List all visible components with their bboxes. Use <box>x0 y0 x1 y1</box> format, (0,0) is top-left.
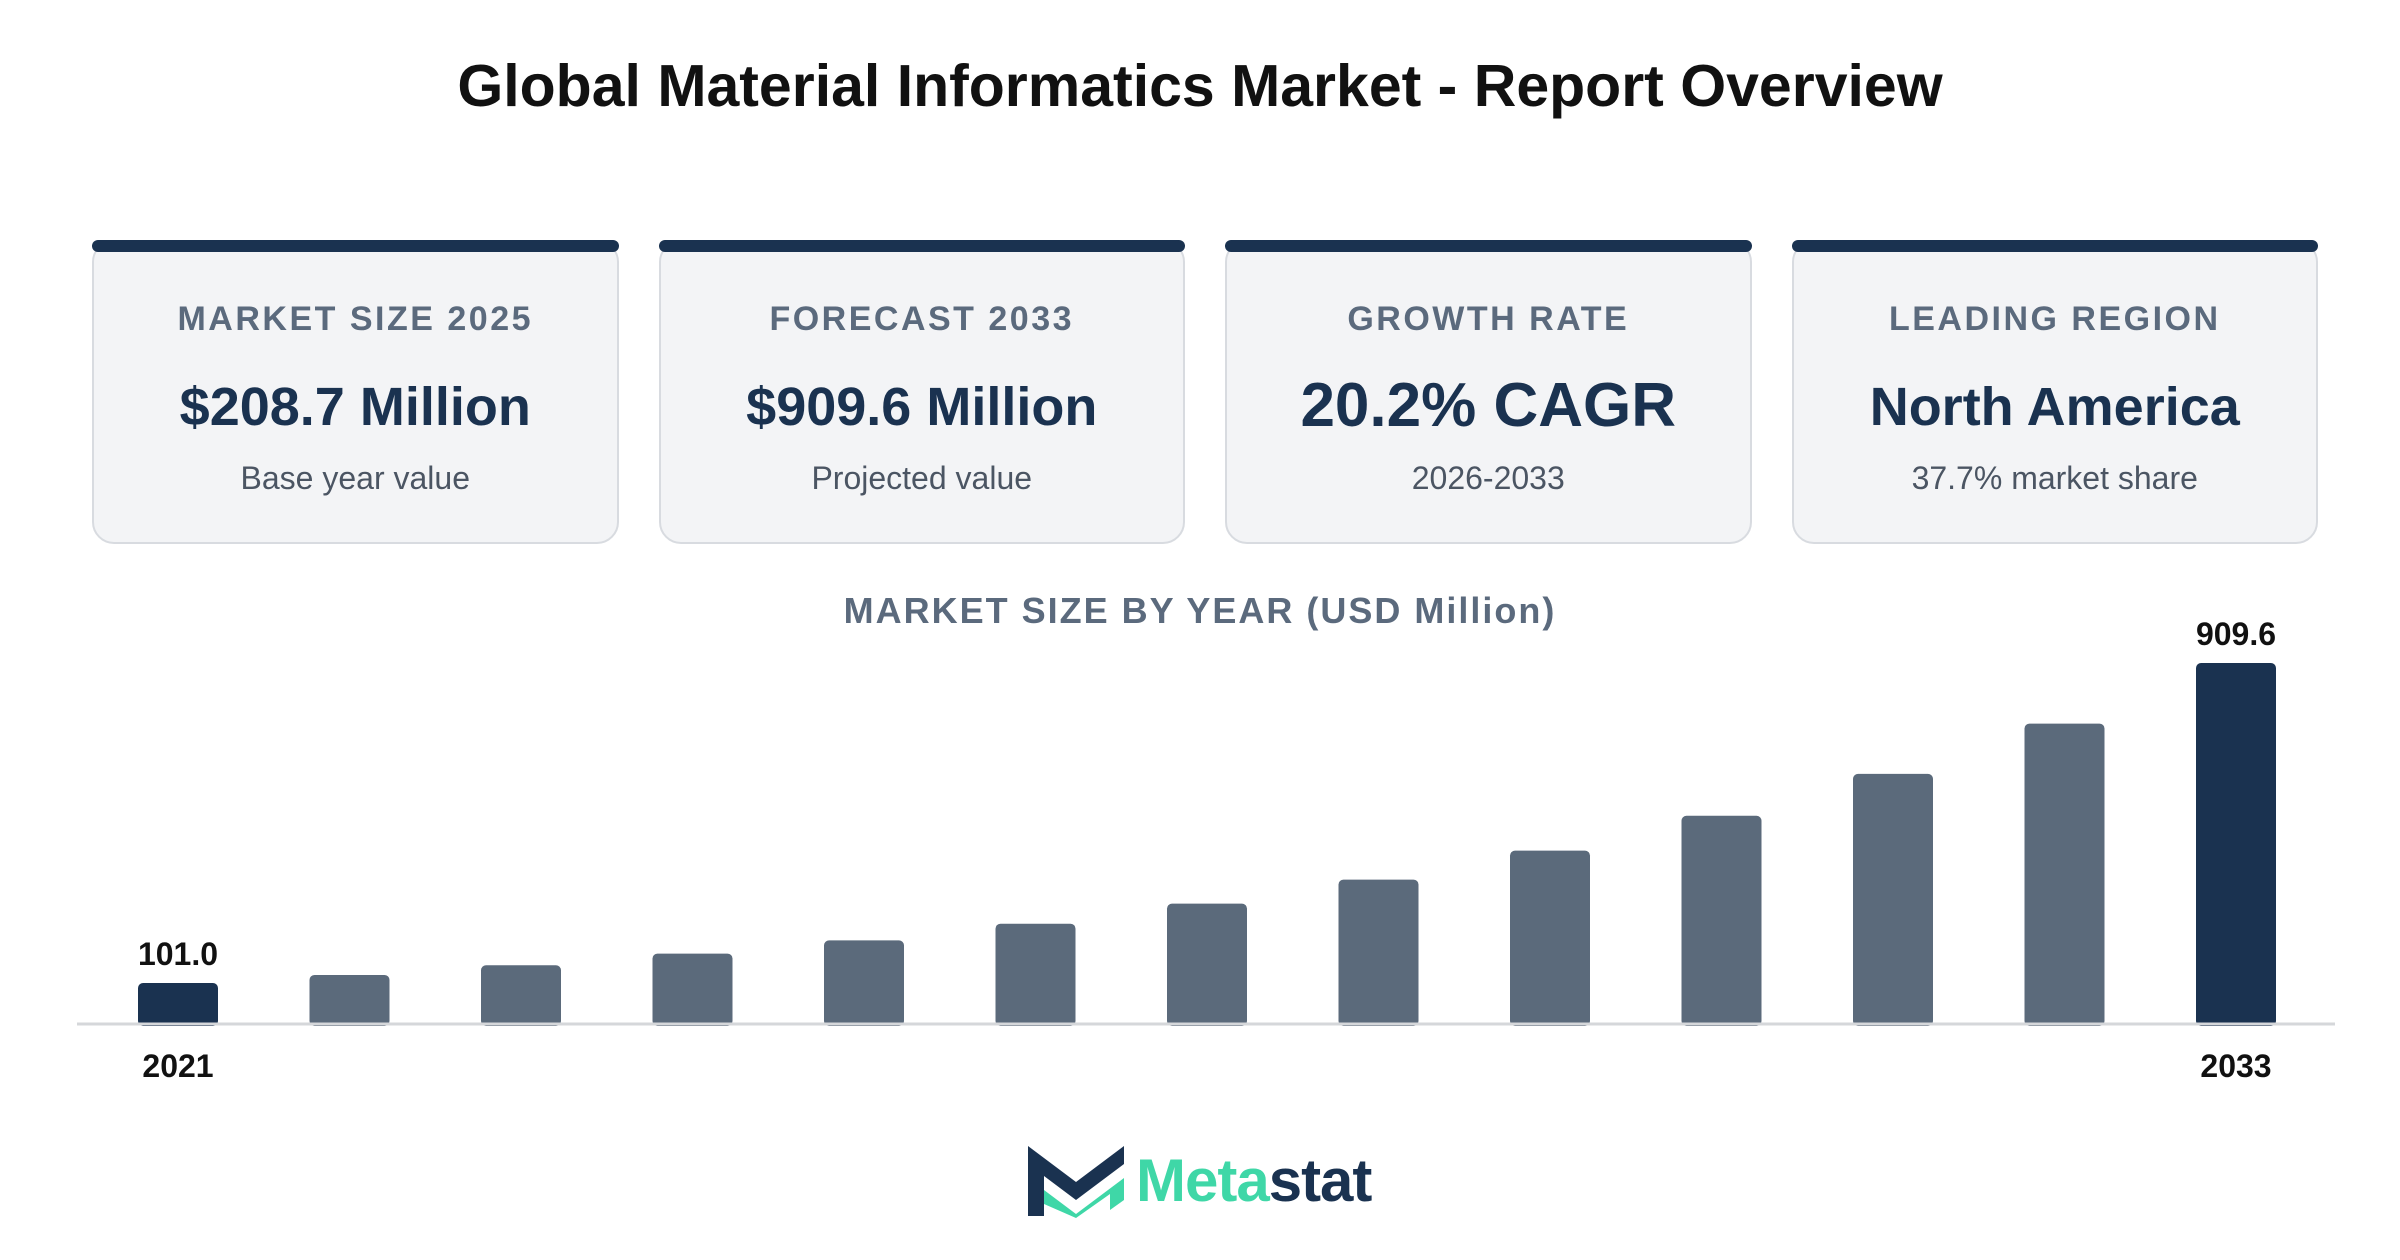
logo-text-meta: Meta <box>1136 1146 1270 1214</box>
stat-cards: MARKET SIZE 2025 $208.7 Million Base yea… <box>92 240 2318 544</box>
card-value: $909.6 Million <box>746 377 1098 437</box>
bar-2026 <box>995 923 1076 1026</box>
stat-card-forecast: FORECAST 2033 $909.6 Million Projected v… <box>658 240 1185 544</box>
card-value: North America <box>1869 377 2240 437</box>
card-value: $208.7 Million <box>179 377 531 437</box>
card-label: GROWTH RATE <box>1347 300 1630 338</box>
bar-2024 <box>652 953 733 1026</box>
x-tick-label: 2021 <box>142 1048 213 1084</box>
card-label: LEADING REGION <box>1888 300 2221 338</box>
card-label: FORECAST 2033 <box>769 300 1075 338</box>
bar-value-label: 101.0 <box>138 936 218 972</box>
card-accent-bar <box>92 240 619 252</box>
stat-card-market-size: MARKET SIZE 2025 $208.7 Million Base yea… <box>92 240 619 544</box>
card-label: MARKET SIZE 2025 <box>177 300 534 338</box>
logo-wordmark: Metastat <box>1136 1146 1373 1215</box>
card-subtext: 37.7% market share <box>1911 460 2198 496</box>
bar-2022 <box>309 974 390 1026</box>
bar-value-label: 909.6 <box>2196 616 2276 652</box>
metastat-logo: Metastat <box>1026 1140 1373 1220</box>
bar-2027 <box>1167 903 1247 1026</box>
logo-text-stat: stat <box>1268 1146 1373 1214</box>
bar-2025 <box>824 940 904 1026</box>
x-tick-label: 2033 <box>2200 1048 2271 1084</box>
bar-2032 <box>2024 723 2105 1026</box>
bar-2028 <box>1338 879 1419 1026</box>
bar-2031 <box>1853 773 1933 1026</box>
stat-card-leading-region: LEADING REGION North America 37.7% marke… <box>1791 240 2318 544</box>
card-accent-bar <box>1791 240 2318 252</box>
metastat-m-logo-icon <box>1028 1146 1124 1218</box>
card-subtext: Base year value <box>240 460 470 496</box>
stat-card-growth-rate: GROWTH RATE 20.2% CAGR 2026-2033 <box>1225 240 1752 544</box>
bar-2023 <box>481 965 561 1026</box>
card-accent-bar <box>658 240 1185 252</box>
bar-2029 <box>1510 850 1590 1026</box>
card-accent-bar <box>1225 240 1752 252</box>
page-title: Global Material Informatics Market - Rep… <box>457 53 1943 119</box>
card-subtext: Projected value <box>811 460 1033 496</box>
chart-title: MARKET SIZE BY YEAR (USD Million) <box>843 590 1557 631</box>
bar-2030 <box>1681 815 1762 1026</box>
card-subtext: 2026-2033 <box>1411 460 1565 496</box>
card-value: 20.2% CAGR <box>1300 371 1677 440</box>
bar-2033 <box>2196 663 2276 1026</box>
bar-2021 <box>138 983 218 1026</box>
